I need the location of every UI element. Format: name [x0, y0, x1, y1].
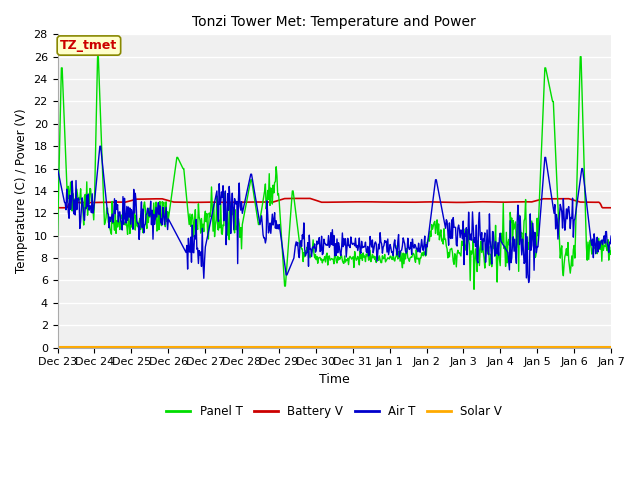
Line: Battery V: Battery V [58, 198, 611, 208]
Battery V [121, 199, 129, 205]
Solar V [177, 344, 184, 350]
Battery V [206, 199, 214, 205]
Solar V [402, 344, 410, 350]
Panel T [419, 250, 426, 256]
Panel T [178, 163, 186, 168]
Battery V [607, 205, 615, 211]
Battery V [403, 199, 410, 205]
Air T [419, 244, 426, 250]
Air T [403, 250, 410, 256]
Panel T [607, 248, 615, 254]
Panel T [403, 246, 410, 252]
Air T [54, 166, 61, 171]
Air T [96, 144, 104, 149]
Line: Panel T: Panel T [58, 57, 611, 289]
Solar V [54, 344, 61, 350]
Panel T [64, 199, 72, 205]
Air T [178, 241, 186, 247]
Battery V [306, 195, 314, 201]
Air T [607, 233, 615, 239]
Legend: Panel T, Battery V, Air T, Solar V: Panel T, Battery V, Air T, Solar V [162, 400, 507, 423]
Solar V [418, 344, 426, 350]
Air T [64, 192, 72, 198]
Title: Tonzi Tower Met: Temperature and Power: Tonzi Tower Met: Temperature and Power [193, 15, 476, 29]
Solar V [64, 344, 72, 350]
Battery V [177, 199, 184, 205]
Panel T [93, 54, 101, 60]
Panel T [470, 287, 478, 292]
Solar V [607, 344, 615, 350]
Solar V [206, 344, 214, 350]
X-axis label: Time: Time [319, 373, 349, 386]
Panel T [207, 207, 214, 213]
Solar V [121, 344, 129, 350]
Line: Air T: Air T [58, 146, 611, 283]
Battery V [419, 199, 426, 205]
Air T [122, 216, 129, 221]
Air T [525, 280, 532, 286]
Text: TZ_tmet: TZ_tmet [60, 39, 118, 52]
Panel T [122, 222, 129, 228]
Battery V [54, 205, 61, 211]
Battery V [64, 204, 72, 210]
Y-axis label: Temperature (C) / Power (V): Temperature (C) / Power (V) [15, 108, 28, 273]
Air T [207, 218, 214, 224]
Panel T [54, 233, 61, 239]
